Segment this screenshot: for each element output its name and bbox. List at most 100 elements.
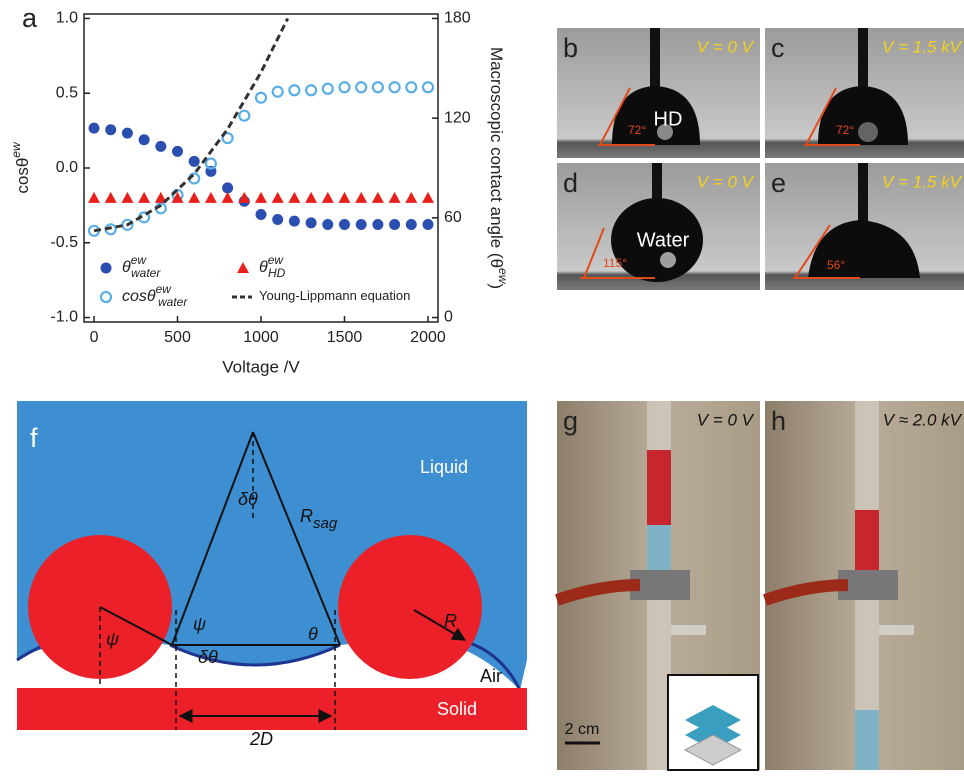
text-part: ew	[496, 268, 510, 285]
data-point	[322, 192, 334, 203]
data-point	[121, 192, 133, 203]
symbol-label: ψ	[193, 614, 206, 634]
data-point	[89, 123, 100, 134]
legend-label: Young-Lippmann equation	[259, 288, 410, 303]
x-tick-label: 1000	[243, 329, 279, 346]
data-point	[338, 192, 350, 203]
data-point	[105, 192, 117, 203]
legend-label: cosθewwater	[122, 282, 188, 309]
y2-axis-label: Macroscopic contact angle (θew)	[487, 47, 510, 289]
voltage-label: V ≈ 2.0 kV	[883, 410, 963, 429]
data-point	[288, 192, 300, 203]
data-point	[405, 192, 417, 203]
data-point	[139, 134, 150, 145]
symbol-label: ψ	[106, 629, 119, 649]
y-tick-label: 0.0	[56, 159, 78, 176]
data-point	[372, 219, 383, 230]
data-point	[306, 85, 316, 95]
data-point	[122, 128, 133, 139]
text-part: Young-Lippmann equation	[259, 288, 410, 303]
data-point	[389, 219, 400, 230]
y-tick-label: 0.5	[56, 84, 78, 101]
data-point	[355, 192, 367, 203]
data-point	[305, 192, 317, 203]
data-point	[256, 209, 267, 220]
text-part: θ	[122, 259, 131, 276]
text-part: ew	[156, 282, 173, 296]
data-point	[189, 156, 200, 167]
drop-label: Water	[637, 229, 690, 251]
data-point	[289, 216, 300, 227]
text-part: sag	[313, 515, 338, 532]
y-tick-label: 1.0	[56, 10, 78, 27]
voltage-label: V = 1.5 kV	[882, 172, 963, 191]
data-point	[222, 182, 233, 193]
symbol-label: R	[444, 611, 457, 631]
legend-swatch	[101, 263, 112, 274]
data-point	[422, 192, 434, 203]
panel-label: b	[563, 33, 578, 63]
data-point	[222, 192, 234, 203]
angle-label: 115°	[603, 256, 627, 270]
text-part: cosθ	[13, 158, 32, 194]
panel-label: d	[563, 168, 578, 198]
y-axis-label: cosθew	[9, 141, 32, 194]
panel-label: g	[563, 406, 578, 436]
data-point	[373, 82, 383, 92]
data-point	[238, 192, 250, 203]
voltage-label: V = 1.5 kV	[882, 37, 963, 56]
text-part: ew	[268, 253, 285, 267]
voltage-label: V = 0 V	[697, 37, 755, 56]
symbol-label: 2D	[249, 729, 273, 749]
data-point	[322, 219, 333, 230]
region-label: Air	[480, 666, 502, 686]
y2-tick-label: 180	[444, 10, 471, 27]
x-tick-label: 2000	[410, 329, 446, 346]
data-point	[88, 192, 100, 203]
y2-tick-label: 0	[444, 309, 453, 326]
x-tick-label: 500	[164, 329, 191, 346]
panel-label: e	[771, 168, 786, 198]
data-point	[205, 192, 217, 203]
data-point	[339, 219, 350, 230]
photo-g	[557, 401, 760, 770]
scale-label: 2 cm	[565, 721, 600, 738]
y-tick-label: -1.0	[50, 309, 78, 326]
text-part: water	[131, 266, 161, 280]
data-point	[105, 124, 116, 135]
text-part: ew	[131, 253, 148, 267]
data-point	[273, 87, 283, 97]
text-part: θ	[259, 259, 268, 276]
x-tick-label: 0	[90, 329, 99, 346]
text-part: Macroscopic contact angle (θ	[487, 47, 506, 268]
data-point	[306, 217, 317, 228]
data-point	[239, 111, 249, 121]
data-point	[289, 85, 299, 95]
data-point	[356, 219, 367, 230]
symbol-label: δθ	[198, 647, 218, 667]
data-point	[423, 82, 433, 92]
data-point	[356, 82, 366, 92]
data-point	[372, 192, 384, 203]
y2-tick-label: 60	[444, 209, 462, 226]
y2-tick-label: 120	[444, 109, 471, 126]
angle-label: 72°	[628, 123, 646, 137]
data-point	[256, 93, 266, 103]
data-point	[323, 84, 333, 94]
text-part: )	[487, 283, 506, 289]
y-tick-label: -0.5	[50, 234, 78, 251]
photo-h	[765, 401, 964, 770]
text-part: water	[158, 295, 188, 309]
data-point	[406, 82, 416, 92]
data-point	[255, 192, 267, 203]
data-point	[272, 192, 284, 203]
data-point	[138, 192, 150, 203]
text-part: ew	[9, 141, 23, 158]
text-part: HD	[268, 266, 286, 280]
symbol-label: δθ	[238, 489, 258, 509]
panel-label: f	[30, 423, 38, 453]
panel-label: h	[771, 406, 786, 436]
region-label: Solid	[437, 699, 477, 719]
